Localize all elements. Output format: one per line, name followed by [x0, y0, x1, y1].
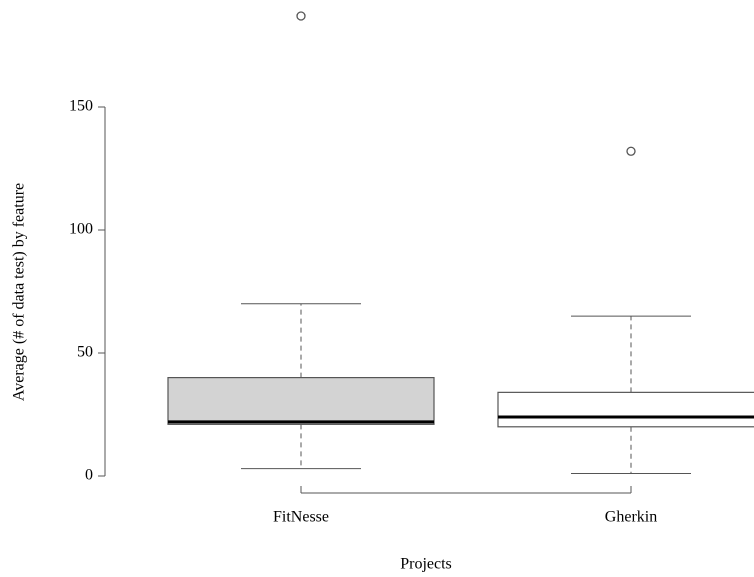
- x-axis-label: Projects: [400, 556, 452, 573]
- outlier: [296, 11, 306, 21]
- box: [497, 391, 754, 428]
- outlier: [626, 146, 636, 156]
- x-tick-label: FitNesse: [273, 509, 329, 526]
- y-axis-label: Average (# of data test) by feature: [11, 183, 28, 401]
- y-tick-label: 150: [69, 98, 93, 115]
- y-tick-label: 50: [77, 344, 93, 361]
- x-tick-label: Gherkin: [605, 509, 657, 526]
- box: [167, 377, 435, 425]
- y-tick-label: 100: [69, 221, 93, 238]
- y-tick-label: 0: [85, 467, 93, 484]
